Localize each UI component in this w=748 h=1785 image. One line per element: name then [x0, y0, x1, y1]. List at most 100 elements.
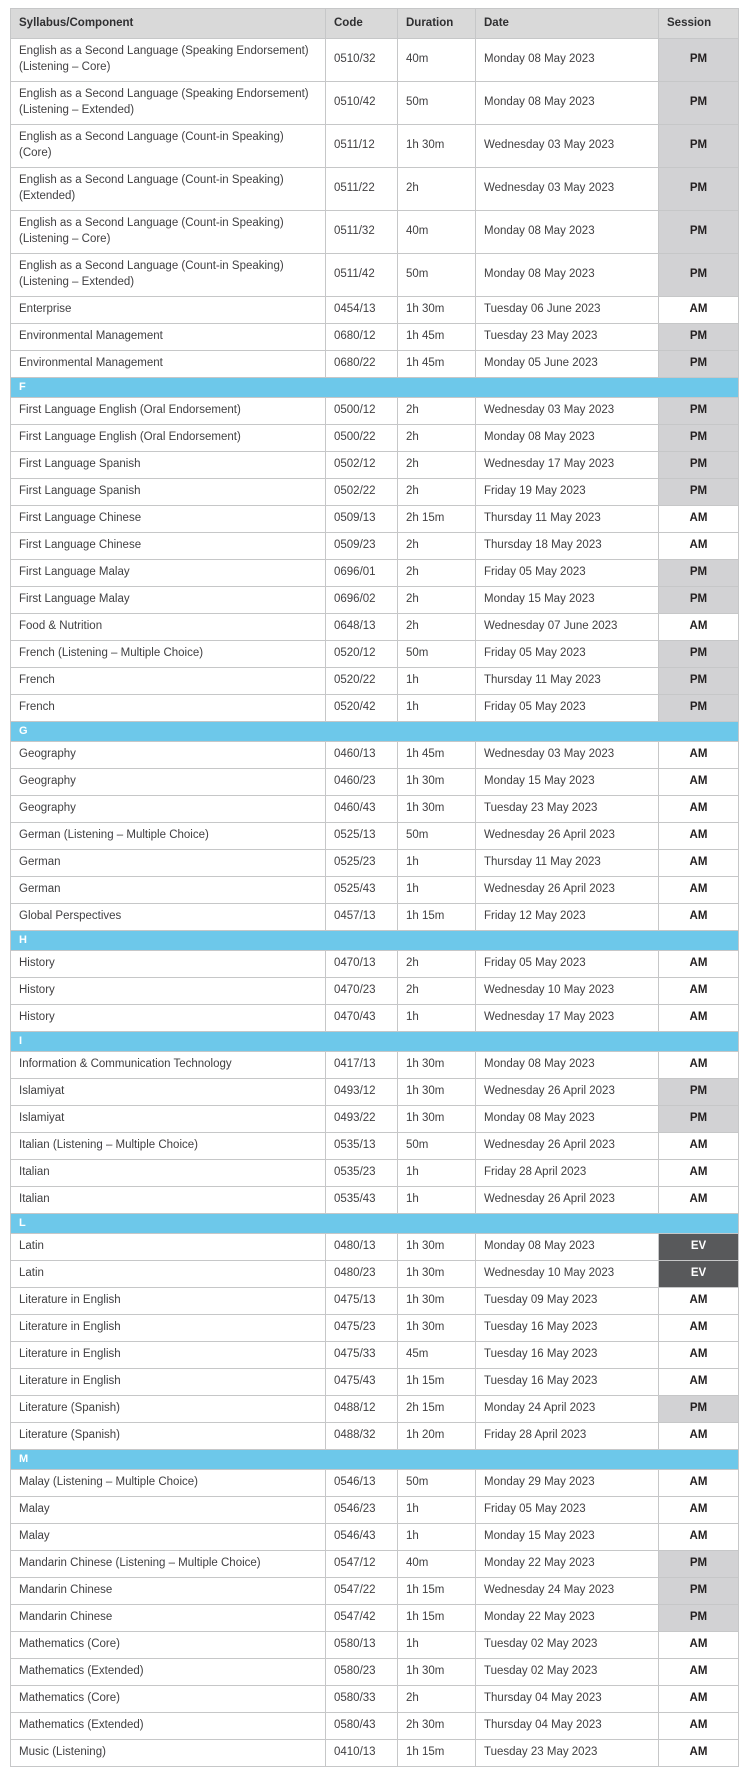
- date-cell: Wednesday 26 April 2023: [475, 876, 659, 904]
- date-cell: Thursday 11 May 2023: [475, 849, 659, 877]
- syllabus-cell: English as a Second Language (Count-in S…: [10, 167, 326, 211]
- code-cell: 0535/23: [325, 1159, 398, 1187]
- syllabus-cell: First Language Chinese: [10, 532, 326, 560]
- session-cell: AM: [658, 1739, 739, 1767]
- date-cell: Friday 05 May 2023: [475, 640, 659, 668]
- syllabus-cell: Global Perspectives: [10, 903, 326, 931]
- syllabus-cell: First Language Spanish: [10, 478, 326, 506]
- date-cell: Tuesday 23 May 2023: [475, 1739, 659, 1767]
- code-cell: 0525/23: [325, 849, 398, 877]
- syllabus-cell: Islamiyat: [10, 1105, 326, 1133]
- column-header-date: Date: [475, 8, 659, 39]
- code-cell: 0509/23: [325, 532, 398, 560]
- table-row: Malay 0546/43 1h Monday 15 May 2023 AM: [10, 1523, 739, 1551]
- session-cell: AM: [658, 1523, 739, 1551]
- duration-cell: 1h 30m: [397, 1105, 476, 1133]
- syllabus-cell: Italian: [10, 1186, 326, 1214]
- syllabus-cell: Food & Nutrition: [10, 613, 326, 641]
- session-cell: PM: [658, 323, 739, 351]
- session-cell: AM: [658, 296, 739, 324]
- duration-cell: 50m: [397, 1469, 476, 1497]
- code-cell: 0417/13: [325, 1051, 398, 1079]
- session-cell: AM: [658, 1287, 739, 1315]
- table-row: Geography 0460/43 1h 30m Tuesday 23 May 202…: [10, 795, 739, 823]
- code-cell: 0500/22: [325, 424, 398, 452]
- duration-cell: 50m: [397, 81, 476, 125]
- date-cell: Tuesday 16 May 2023: [475, 1314, 659, 1342]
- code-cell: 0509/13: [325, 505, 398, 533]
- table-row: Environmental Management 0680/22 1h 45m Mon…: [10, 350, 739, 378]
- syllabus-cell: Malay: [10, 1523, 326, 1551]
- table-row: Islamiyat 0493/22 1h 30m Monday 08 May 2023…: [10, 1105, 739, 1133]
- date-cell: Monday 08 May 2023: [475, 424, 659, 452]
- column-header-code: Code: [325, 8, 398, 39]
- date-cell: Wednesday 26 April 2023: [475, 1186, 659, 1214]
- syllabus-cell: Mandarin Chinese: [10, 1577, 326, 1605]
- code-cell: 0511/12: [325, 124, 398, 168]
- duration-cell: 1h 45m: [397, 350, 476, 378]
- syllabus-cell: Latin: [10, 1233, 326, 1261]
- date-cell: Tuesday 09 May 2023: [475, 1287, 659, 1315]
- date-cell: Wednesday 03 May 2023: [475, 397, 659, 425]
- date-cell: Monday 08 May 2023: [475, 210, 659, 254]
- table-row: French 0520/22 1h Thursday 11 May 2023 PM: [10, 667, 739, 695]
- syllabus-cell: Geography: [10, 768, 326, 796]
- session-cell: AM: [658, 1469, 739, 1497]
- date-cell: Tuesday 23 May 2023: [475, 323, 659, 351]
- section-row: G: [10, 721, 739, 742]
- code-cell: 0580/23: [325, 1658, 398, 1686]
- session-cell: AM: [658, 1159, 739, 1187]
- duration-cell: 1h: [397, 1631, 476, 1659]
- date-cell: Wednesday 17 May 2023: [475, 451, 659, 479]
- duration-cell: 1h 30m: [397, 1233, 476, 1261]
- duration-cell: 1h: [397, 876, 476, 904]
- code-cell: 0520/42: [325, 694, 398, 722]
- section-letter: M: [10, 1449, 739, 1470]
- date-cell: Thursday 11 May 2023: [475, 667, 659, 695]
- syllabus-cell: Environmental Management: [10, 323, 326, 351]
- duration-cell: 1h 30m: [397, 795, 476, 823]
- date-cell: Friday 05 May 2023: [475, 694, 659, 722]
- code-cell: 0525/43: [325, 876, 398, 904]
- date-cell: Friday 19 May 2023: [475, 478, 659, 506]
- syllabus-cell: Literature in English: [10, 1368, 326, 1396]
- duration-cell: 1h 30m: [397, 1314, 476, 1342]
- code-cell: 0547/42: [325, 1604, 398, 1632]
- table-row: Italian 0535/43 1h Wednesday 26 April 2023 A…: [10, 1186, 739, 1214]
- syllabus-cell: First Language Malay: [10, 559, 326, 587]
- table-row: Literature in English 0475/43 1h 15m Tuesda…: [10, 1368, 739, 1396]
- date-cell: Wednesday 03 May 2023: [475, 167, 659, 211]
- code-cell: 0480/13: [325, 1233, 398, 1261]
- date-cell: Wednesday 10 May 2023: [475, 977, 659, 1005]
- session-cell: PM: [658, 253, 739, 297]
- code-cell: 0525/13: [325, 822, 398, 850]
- session-cell: PM: [658, 640, 739, 668]
- session-cell: AM: [658, 977, 739, 1005]
- section-row: L: [10, 1213, 739, 1234]
- table-row: First Language Chinese 0509/13 2h 15m Thurs…: [10, 505, 739, 533]
- table-header-row: Syllabus/Component Code Duration Date Se…: [10, 8, 739, 39]
- table-row: Mandarin Chinese 0547/42 1h 15m Monday 22 M…: [10, 1604, 739, 1632]
- code-cell: 0488/12: [325, 1395, 398, 1423]
- date-cell: Monday 08 May 2023: [475, 1051, 659, 1079]
- session-cell: PM: [658, 586, 739, 614]
- session-cell: PM: [658, 167, 739, 211]
- session-cell: AM: [658, 1631, 739, 1659]
- session-cell: PM: [658, 1577, 739, 1605]
- syllabus-cell: Music (Listening): [10, 1739, 326, 1767]
- code-cell: 0457/13: [325, 903, 398, 931]
- date-cell: Wednesday 26 April 2023: [475, 1078, 659, 1106]
- duration-cell: 1h: [397, 1004, 476, 1032]
- code-cell: 0460/13: [325, 741, 398, 769]
- duration-cell: 1h 45m: [397, 741, 476, 769]
- code-cell: 0502/12: [325, 451, 398, 479]
- duration-cell: 1h 45m: [397, 323, 476, 351]
- code-cell: 0511/22: [325, 167, 398, 211]
- duration-cell: 2h: [397, 424, 476, 452]
- table-row: English as a Second Language (Count-in S…: [10, 253, 739, 297]
- section-row: F: [10, 377, 739, 398]
- code-cell: 0493/22: [325, 1105, 398, 1133]
- duration-cell: 50m: [397, 253, 476, 297]
- date-cell: Tuesday 23 May 2023: [475, 795, 659, 823]
- date-cell: Friday 28 April 2023: [475, 1422, 659, 1450]
